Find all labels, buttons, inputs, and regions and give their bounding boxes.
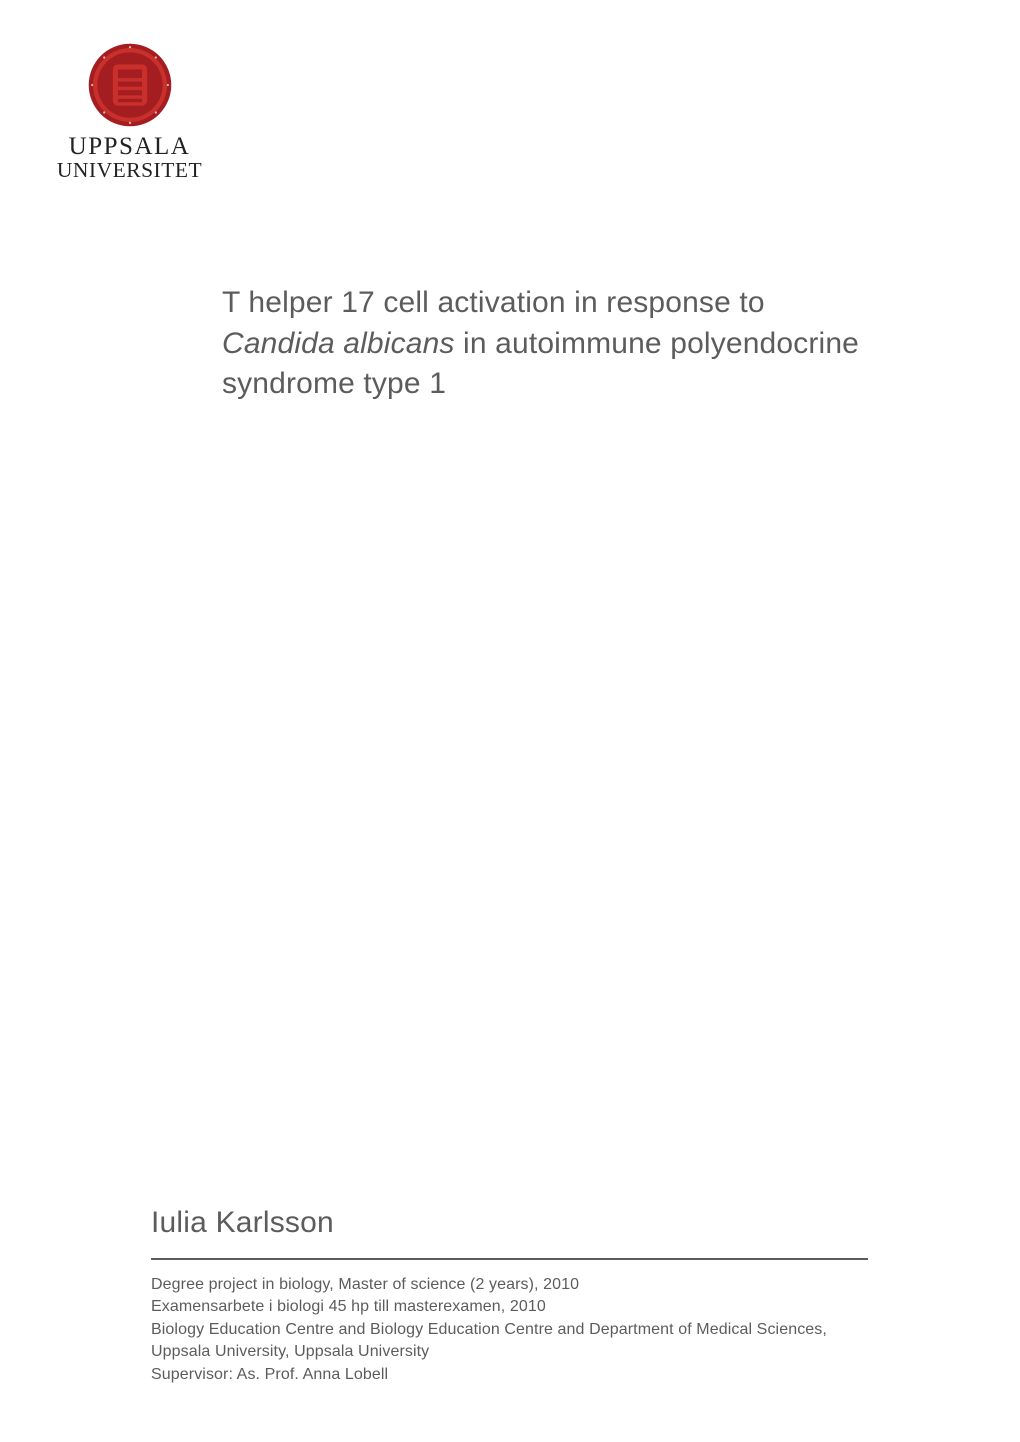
university-seal-icon bbox=[87, 42, 173, 128]
author-section: Iulia Karlsson Degree project in biology… bbox=[151, 1206, 868, 1386]
meta-line-1: Degree project in biology, Master of sci… bbox=[151, 1274, 871, 1296]
meta-line-2: Examensarbete i biologi 45 hp till maste… bbox=[151, 1296, 871, 1318]
meta-line-3: Biology Education Centre and Biology Edu… bbox=[151, 1319, 871, 1341]
title-segment-2: in autoimmune polyendocrine bbox=[455, 327, 859, 360]
thesis-title: T helper 17 cell activation in response … bbox=[222, 283, 898, 405]
university-logo-block: UPPSALA UNIVERSITET bbox=[52, 42, 207, 182]
horizontal-divider bbox=[151, 1258, 868, 1260]
author-name: Iulia Karlsson bbox=[151, 1206, 868, 1240]
university-name-line2: UNIVERSITET bbox=[52, 160, 207, 182]
meta-line-4: Uppsala University, Uppsala University bbox=[151, 1341, 871, 1363]
university-name-line1: UPPSALA bbox=[52, 134, 207, 159]
title-segment-3: syndrome type 1 bbox=[222, 367, 446, 400]
thesis-metadata: Degree project in biology, Master of sci… bbox=[151, 1274, 871, 1386]
meta-line-5: Supervisor: As. Prof. Anna Lobell bbox=[151, 1364, 871, 1386]
title-text: T helper 17 cell activation in response … bbox=[222, 283, 898, 405]
title-segment-1: T helper 17 cell activation in response … bbox=[222, 286, 765, 319]
title-segment-italic: Candida albicans bbox=[222, 327, 455, 360]
